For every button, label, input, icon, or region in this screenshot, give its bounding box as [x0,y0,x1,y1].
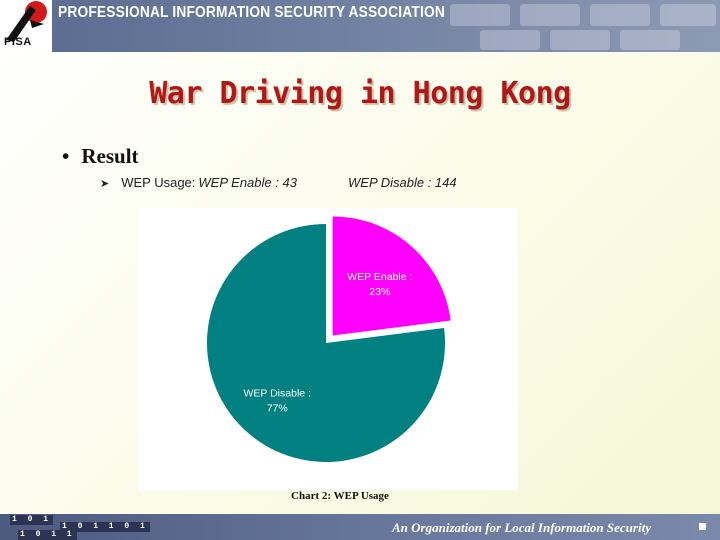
chart-caption: Chart 2: WEP Usage [291,490,389,502]
wep-usage-line: ➤ WEP Usage: WEP Enable : 43 WEP Disable : … [100,175,457,190]
binary-decoration-2: 1 0 1 1 0 1 [60,522,150,532]
bullet-dot-icon: • [62,144,70,168]
footer-tagline: An Organization for Local Information Se… [392,520,651,535]
logo-text: PISA [4,36,32,48]
pie-slice-wep-disable [207,224,445,462]
wep-disable-count: WEP Disable : 144 [348,175,457,190]
footer-square-icon [699,523,706,530]
slice-label: WEP Enable : [347,271,412,283]
slide-title: War Driving in Hong Kong [149,76,571,111]
arrow-bullet-icon: ➤ [100,178,110,190]
result-bullet: • Result [62,144,139,169]
binary-decoration-3: 1 0 1 1 [18,530,77,540]
header-bar: PISA PROFESSIONAL INFORMATION SECURITY A… [0,0,720,52]
logo-icon [6,1,47,42]
pisa-logo: PISA [0,0,52,52]
keyboard-decoration [450,4,716,50]
organization-title: PROFESSIONAL INFORMATION SECURITY ASSOCI… [58,4,445,21]
slice-label: WEP Disable : [243,387,311,399]
slice-percent-label: 77% [267,402,288,414]
wep-usage-label: WEP Usage: [121,175,196,190]
pie-slice-wep-enable [332,216,451,336]
wep-enable-count: WEP Enable : 43 [198,175,297,190]
slice-percent-label: 23% [369,286,390,298]
footer-bar: 1 0 1 1 0 1 1 0 1 1 0 1 1 An Organizatio… [0,514,720,540]
binary-decoration-1: 1 0 1 [10,515,54,525]
bullet-text: Result [81,144,139,168]
chart-area: WEP Enable : 23% WEP Disable : 77% [138,208,518,490]
pie-chart: WEP Enable : 23% WEP Disable : 77% [207,216,451,462]
